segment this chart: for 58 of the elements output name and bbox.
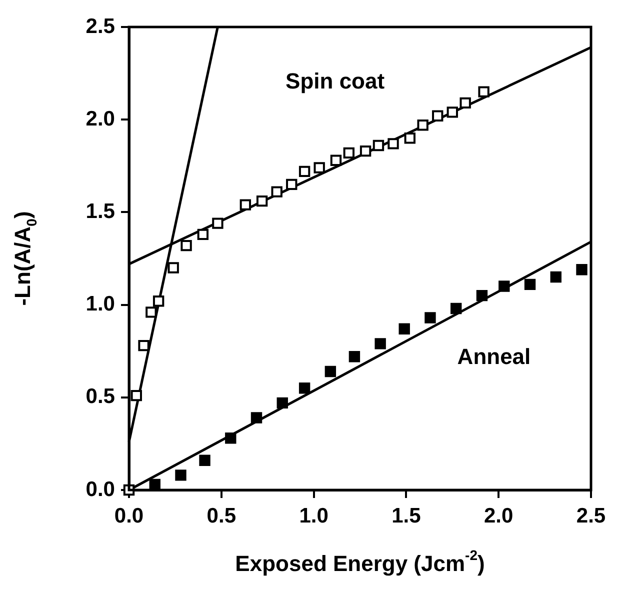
point (404, 132, 416, 144)
point (298, 166, 310, 178)
point (460, 97, 471, 109)
point (250, 412, 262, 424)
point (360, 145, 372, 157)
annotation: Anneal (457, 344, 531, 370)
point (256, 195, 268, 207)
point (372, 140, 384, 152)
point (146, 306, 157, 318)
point (446, 106, 458, 118)
point (286, 178, 298, 190)
point (149, 478, 160, 490)
point (398, 323, 410, 334)
point (130, 390, 142, 402)
point (271, 186, 282, 198)
x-tick-label: 0.5 (206, 504, 236, 528)
y-tick-label: 0.5 (86, 385, 116, 408)
point (417, 120, 428, 131)
x-tick-label: 2.5 (576, 504, 606, 528)
point (374, 338, 386, 350)
point (450, 302, 462, 314)
point (388, 138, 399, 150)
point (330, 154, 342, 166)
annotation: Spin coat (286, 68, 386, 94)
point (180, 240, 192, 252)
y-tick-label: 1.0 (86, 292, 115, 316)
point (314, 162, 325, 174)
point (225, 432, 236, 444)
y-tick-label: 2.0 (86, 107, 115, 130)
point (424, 312, 436, 324)
x-tick-label: 0.0 (114, 504, 144, 528)
point (476, 290, 488, 302)
y-tick-label: 1.5 (86, 200, 116, 223)
point (199, 454, 210, 466)
y-axis-title: -Ln(A/A0) (10, 211, 40, 306)
x-tick-label: 2.0 (484, 504, 514, 528)
point (240, 199, 252, 210)
point (152, 296, 164, 307)
point (343, 147, 355, 159)
point (576, 264, 588, 276)
point (212, 218, 224, 229)
x-tick-label: 1.5 (392, 504, 422, 528)
point (348, 351, 360, 362)
point (524, 278, 536, 290)
point (138, 340, 150, 352)
point (168, 262, 179, 274)
point (478, 86, 490, 98)
point (432, 110, 444, 122)
y-tick-label: 0.0 (86, 478, 115, 501)
x-tick-label: 1.0 (299, 504, 328, 528)
point (498, 280, 510, 292)
point (197, 228, 209, 240)
point (276, 397, 288, 409)
point (324, 366, 336, 378)
point (550, 271, 562, 283)
y-tick-label: 2.5 (86, 14, 116, 38)
point (175, 470, 186, 481)
point (298, 382, 310, 394)
